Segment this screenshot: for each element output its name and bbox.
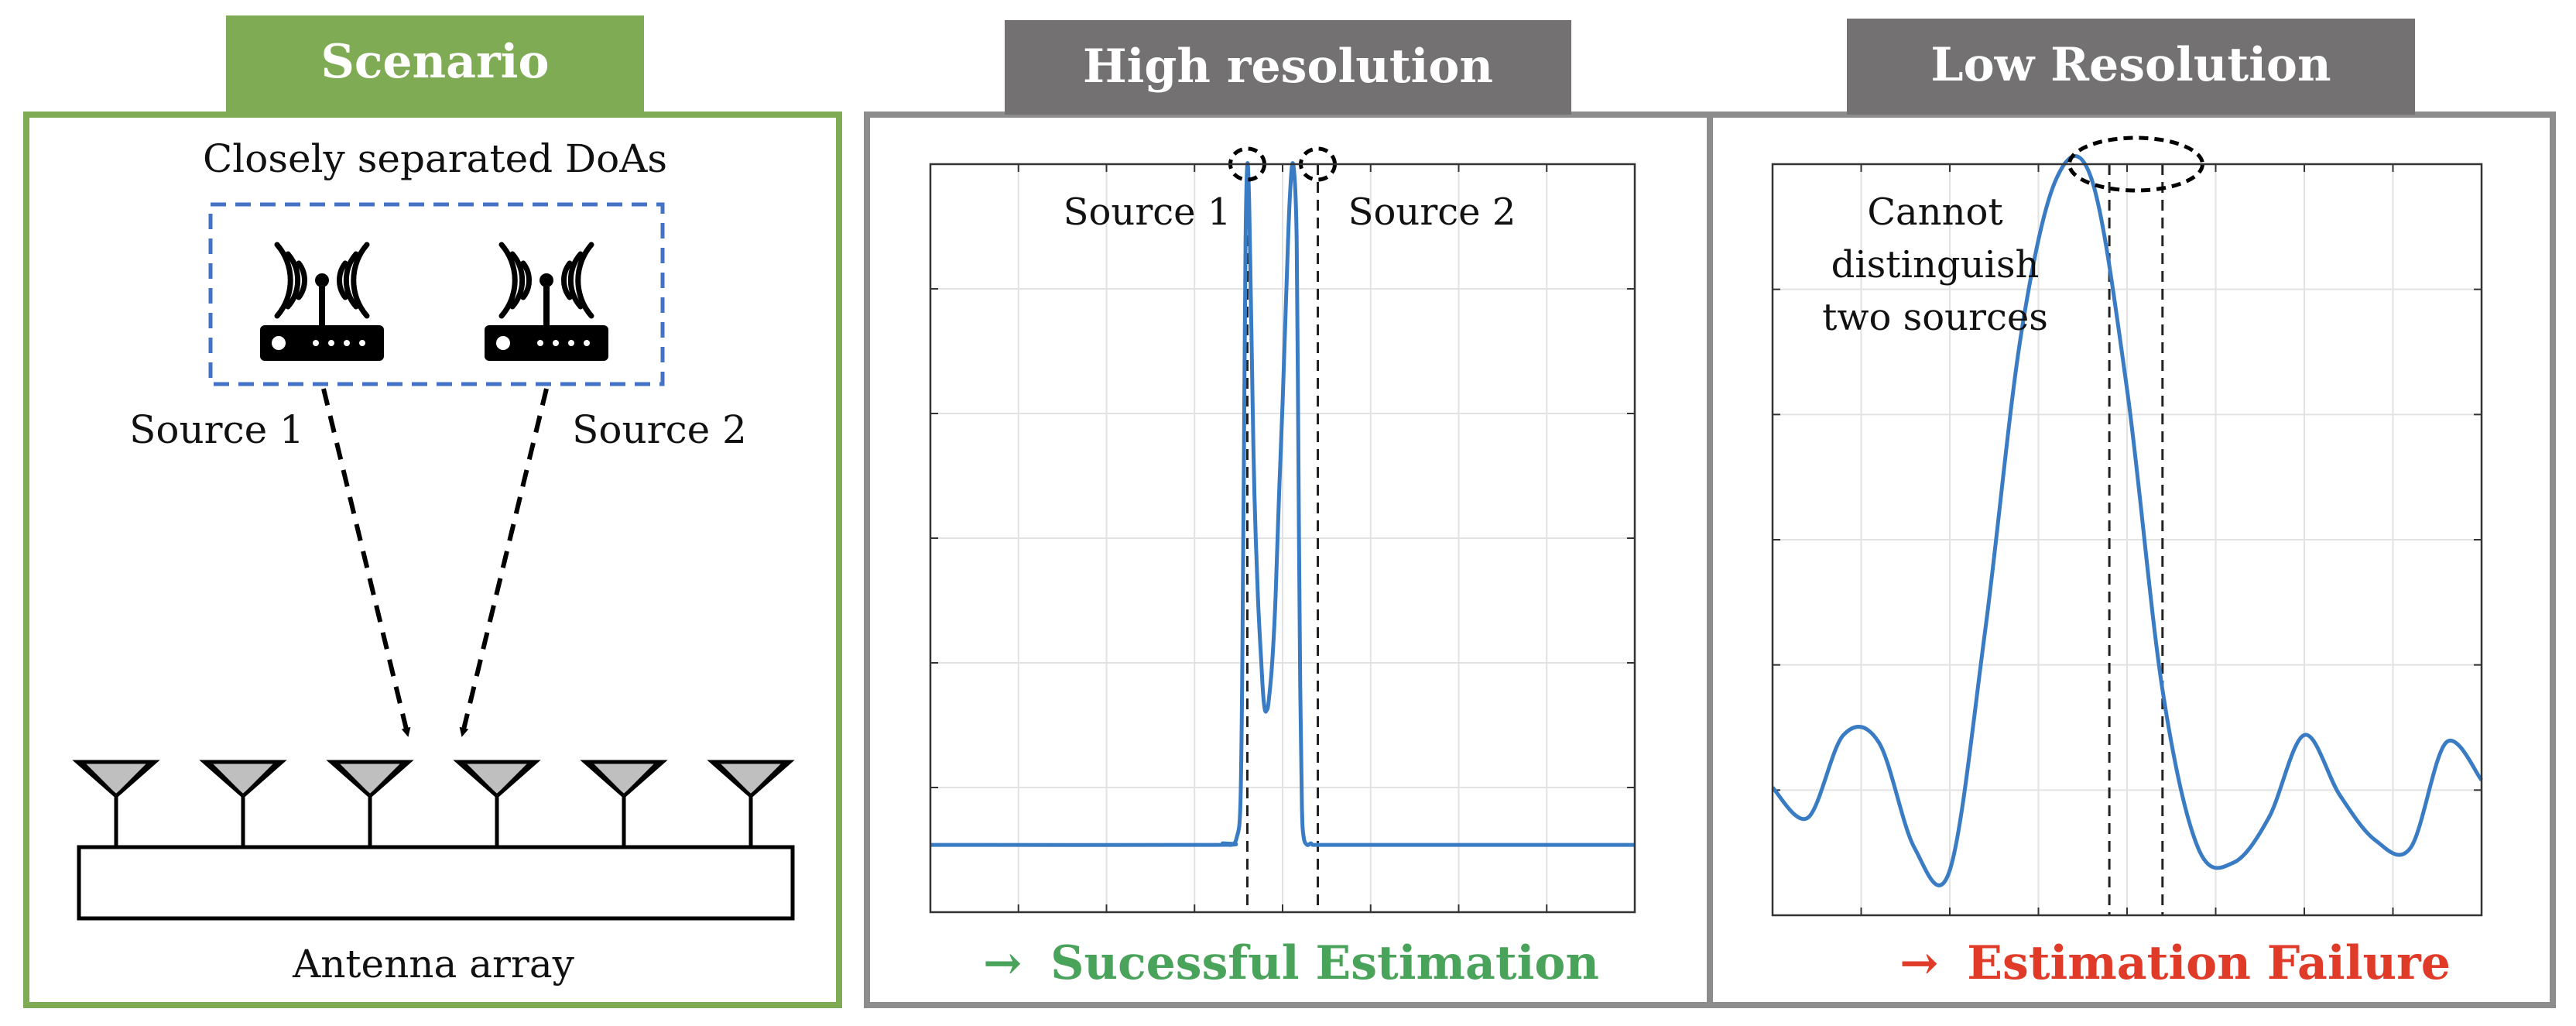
router-icon — [260, 245, 384, 361]
high-res-chart — [929, 146, 1636, 914]
failure-arrow-icon: → — [1899, 936, 1938, 990]
antenna-element-icon — [77, 762, 155, 847]
high-res-tab — [1005, 20, 1571, 115]
spectrum-line — [1771, 154, 2483, 887]
low-res-annotation-line-3: two sources — [1822, 296, 2048, 339]
doa-arrow-1 — [321, 388, 411, 737]
low-res-status: → Estimation Failure — [1899, 936, 2451, 990]
high-res-tab-label: High resolution — [1083, 39, 1493, 94]
low-res-tab — [1847, 19, 2415, 115]
scenario-source1-label: Source 1 — [129, 407, 304, 452]
low-res-chart — [1771, 136, 2483, 917]
antenna-array — [77, 762, 795, 921]
spectrum-line — [930, 161, 1635, 847]
doa-dashed-box — [208, 202, 665, 386]
success-arrow-icon: → — [983, 936, 1022, 990]
antenna-element-icon — [712, 762, 790, 847]
scenario-panel: Scenario Closely separated DoAs Source 1… — [23, 15, 842, 1008]
doa-arrow-2 — [459, 388, 549, 737]
high-res-status: → Sucessful Estimation — [983, 936, 1599, 990]
low-res-status-text: Estimation Failure — [1967, 936, 2451, 990]
antenna-element-icon — [331, 762, 409, 847]
antenna-element-icon — [585, 762, 663, 847]
high-res-source1-label: Source 1 — [1064, 190, 1231, 234]
scenario-tab-label: Scenario — [321, 35, 550, 89]
low-res-annotation-line-2: distinguish — [1831, 243, 2040, 287]
low-res-tab-label: Low Resolution — [1930, 38, 2331, 92]
high-res-status-text: Sucessful Estimation — [1050, 936, 1599, 990]
doa-box-caption: Closely separated DoAs — [203, 136, 667, 181]
antenna-element-icon — [204, 762, 282, 847]
scenario-frame — [23, 112, 842, 1008]
low-res-panel: Low Resolution Cannot distinguish two so… — [1771, 19, 2483, 990]
plot-axes-box — [929, 163, 1636, 914]
antenna-array-base — [77, 845, 795, 921]
low-res-annotation-line-1: Cannot — [1867, 190, 2002, 234]
high-res-panel: High resolution Source 1 Source 2 → Suce… — [929, 20, 1636, 990]
antenna-element-icon — [458, 762, 536, 847]
plot-axes-box — [1771, 163, 2483, 917]
scenario-source2-label: Source 2 — [572, 407, 747, 452]
antenna-array-label: Antenna array — [292, 942, 575, 987]
router-icon — [485, 245, 608, 361]
high-res-source2-label: Source 2 — [1348, 190, 1516, 234]
scenario-tab — [226, 15, 644, 113]
